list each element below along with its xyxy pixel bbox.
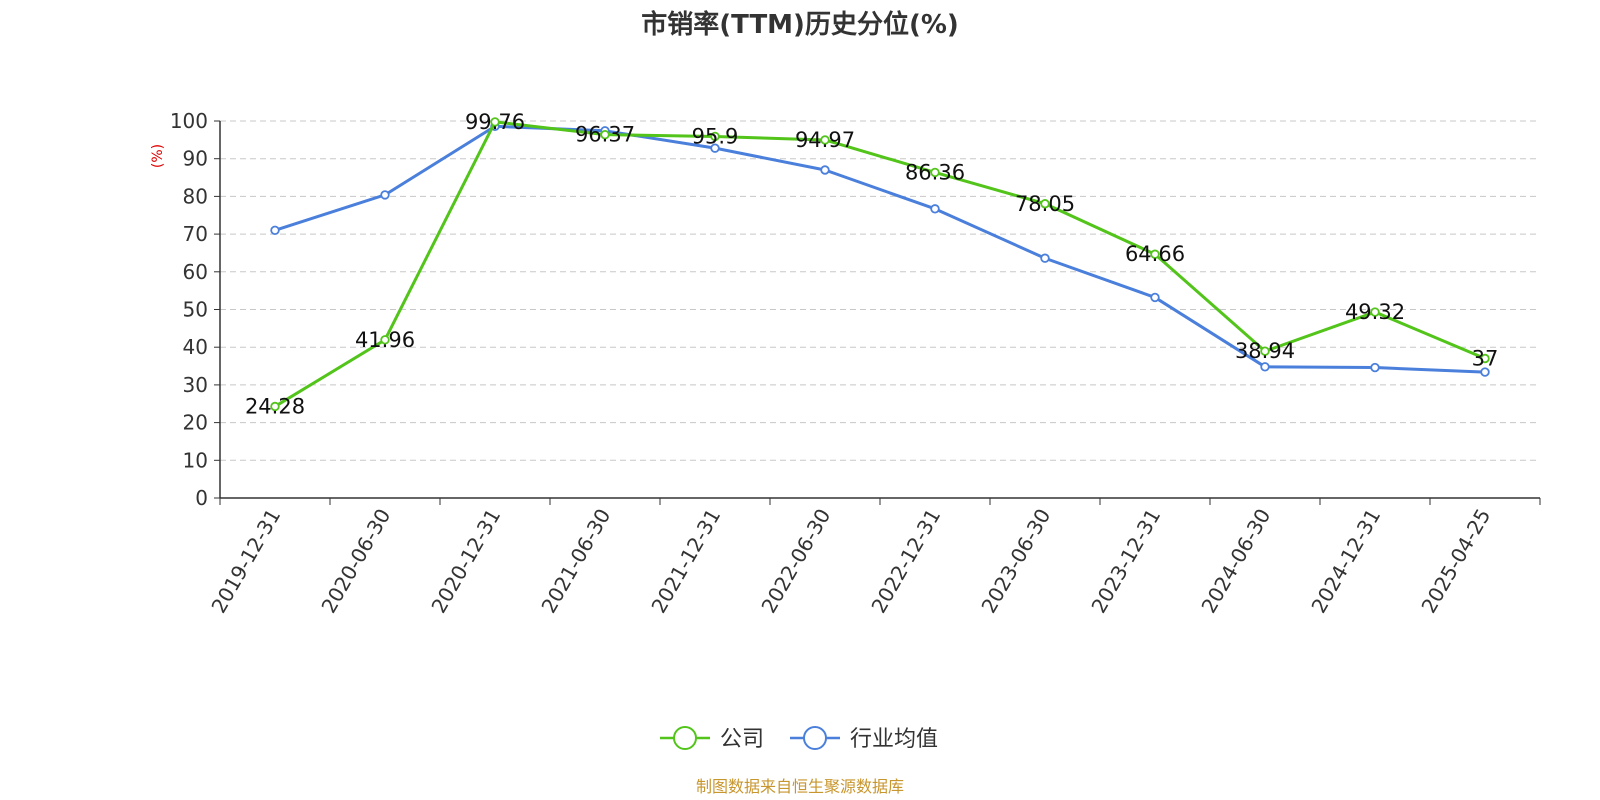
y-axis-label: (%)	[150, 144, 166, 168]
x-tick-label: 2024-12-31	[1306, 505, 1385, 618]
y-tick-label: 100	[170, 109, 208, 133]
data-point[interactable]	[820, 135, 830, 145]
x-tick-label: 2024-06-30	[1196, 505, 1275, 618]
y-tick-label: 40	[183, 335, 208, 359]
data-label: 96.37	[575, 123, 635, 147]
data-point[interactable]	[930, 167, 940, 178]
data-label: 99.76	[465, 110, 525, 134]
data-label: 24.28	[245, 394, 305, 418]
x-tick-label: 2020-12-31	[426, 505, 505, 618]
y-tick-label: 90	[183, 147, 208, 171]
data-point[interactable]	[490, 117, 500, 127]
chart-title: 市销率(TTM)历史分位(%)	[641, 9, 959, 40]
series-line-1	[274, 124, 1486, 374]
data-point[interactable]	[1370, 362, 1380, 373]
y-tick-label: 70	[183, 222, 208, 246]
legend-item-0[interactable]: 公司	[660, 726, 764, 752]
data-point[interactable]	[1150, 292, 1160, 303]
y-tick-label: 10	[183, 448, 208, 472]
x-tick-label: 2021-06-30	[536, 505, 615, 618]
data-point[interactable]	[930, 204, 940, 214]
y-tick-label: 50	[183, 298, 208, 322]
x-tick-label: 2020-06-30	[316, 505, 395, 618]
data-labels: 24.28 41.96 99.76 96.37 95.9 94.97 86.36 78.05 6…	[245, 110, 1498, 419]
data-point[interactable]	[1260, 346, 1270, 356]
y-tick-label: 30	[183, 373, 208, 397]
grid-lines	[220, 120, 1540, 461]
data-label: 41.96	[355, 328, 415, 352]
data-point[interactable]	[270, 225, 280, 236]
legend[interactable]: 公司 行业均值	[660, 726, 938, 752]
data-label: 78.05	[1015, 192, 1075, 216]
data-point[interactable]	[1150, 249, 1160, 259]
x-tick-label: 2021-12-31	[646, 505, 725, 618]
x-tick-label: 2019-12-31	[206, 505, 285, 618]
legend-swatch-marker	[673, 726, 697, 750]
data-point[interactable]	[1040, 199, 1050, 209]
data-point[interactable]	[710, 131, 720, 142]
data-point[interactable]	[380, 335, 390, 345]
x-tick-label: 2023-06-30	[976, 505, 1055, 618]
data-point[interactable]	[270, 401, 280, 412]
data-label: 86.36	[905, 160, 965, 184]
series-layer	[270, 117, 1490, 412]
data-label: 64.66	[1125, 242, 1185, 266]
data-label: 37	[1472, 347, 1499, 371]
data-point[interactable]	[1480, 353, 1490, 364]
y-tick-label: 80	[183, 184, 208, 208]
y-tick-label: 20	[183, 411, 208, 435]
x-tick-label: 2023-12-31	[1086, 505, 1165, 618]
data-label: 95.9	[692, 124, 739, 148]
x-tick-label: 2022-06-30	[756, 505, 835, 618]
data-point[interactable]	[1260, 362, 1270, 372]
data-point[interactable]	[1040, 253, 1050, 263]
data-point[interactable]	[1480, 367, 1490, 377]
data-point[interactable]	[600, 129, 610, 140]
x-tick-label: 2025-04-25	[1416, 505, 1495, 618]
data-point[interactable]	[380, 190, 390, 200]
legend-label: 行业均值	[850, 727, 938, 752]
axes: 0 10 20 30 40 50 60 70 80 90 100 2019-12-31 2020-06-…	[170, 109, 1541, 618]
data-label: 94.97	[795, 128, 855, 152]
data-point[interactable]	[1370, 307, 1380, 317]
data-point[interactable]	[820, 165, 830, 175]
y-tick-label: 60	[183, 260, 208, 284]
legend-label: 公司	[720, 727, 764, 752]
y-tick-label: 0	[195, 486, 208, 510]
x-tick-label: 2022-12-31	[866, 505, 945, 618]
source-note: 制图数据来自恒生聚源数据库	[696, 777, 904, 796]
legend-swatch-marker	[803, 726, 827, 750]
data-point[interactable]	[710, 143, 720, 153]
data-label: 49.32	[1345, 300, 1405, 324]
series-line-0	[274, 120, 1486, 408]
legend-item-1[interactable]: 行业均值	[790, 726, 938, 752]
data-label: 38.94	[1235, 339, 1295, 363]
